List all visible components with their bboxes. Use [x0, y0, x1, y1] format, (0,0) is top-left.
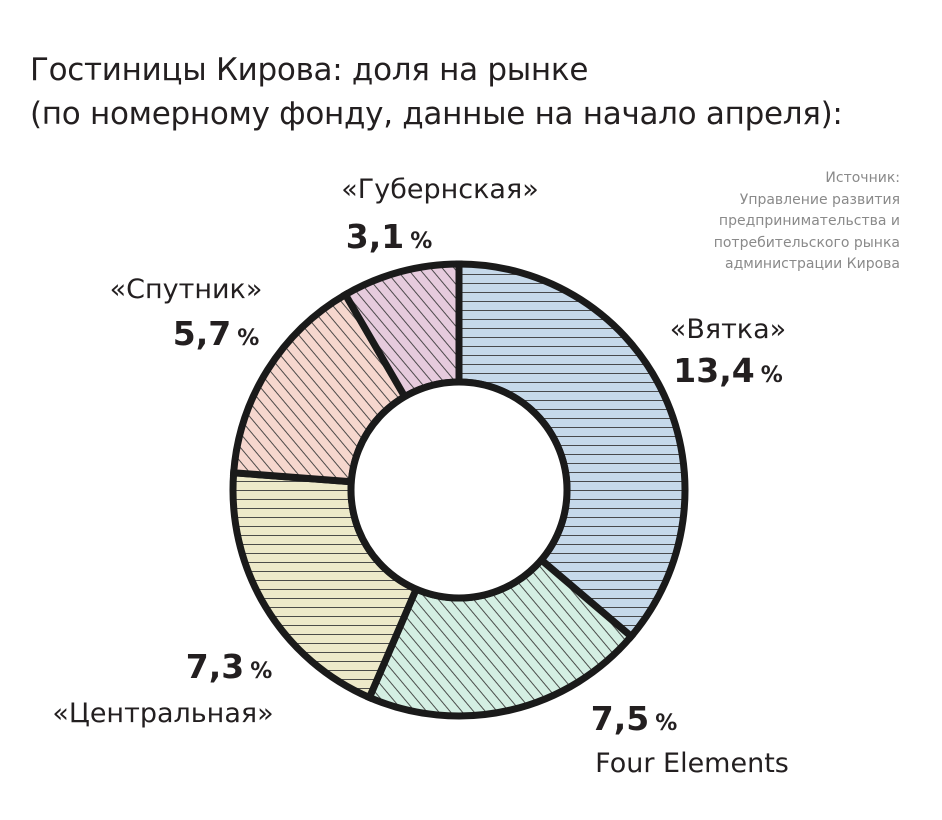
donut-labels: «Вятка» 13,4 % Four Elements 7,5 % «Центральна…	[52, 174, 789, 779]
chart-title: Гостиницы Кирова: доля на рынке (по номе…	[30, 48, 910, 136]
slice-label-name-4: «Спутник»	[110, 274, 263, 305]
source-line-5: администрации Кирова	[725, 256, 900, 272]
chart-title-line-1: Гостиницы Кирова: доля на рынке	[30, 52, 589, 88]
source-line-2: Управление развития	[739, 191, 900, 208]
source-note: Источник: Управление развития предприним…	[650, 168, 900, 276]
slice-label-name-2: Four Elements	[595, 748, 789, 779]
slice-label-value-2: 7,5%	[591, 699, 678, 738]
chart-title-line-2: (по номерному фонду, данные на начало ап…	[30, 96, 843, 132]
source-line-3: предпринимательства и	[718, 213, 900, 229]
slice-label-value-5: 3,1%	[346, 217, 433, 256]
donut-hole	[347, 378, 571, 602]
slice-label-name-3: «Центральная»	[52, 698, 273, 729]
source-line-1: Источник:	[825, 170, 900, 186]
source-line-4: потребительского рынка	[713, 234, 900, 251]
slice-label-value-4: 5,7%	[173, 314, 260, 353]
donut-slices	[229, 260, 689, 720]
slice-label-name-1: «Вятка»	[670, 314, 786, 345]
slice-label-value-3: 7,3%	[186, 647, 273, 686]
slice-label-name-5: «Губернская»	[341, 174, 538, 205]
slice-label-value-1: 13,4%	[673, 351, 782, 390]
